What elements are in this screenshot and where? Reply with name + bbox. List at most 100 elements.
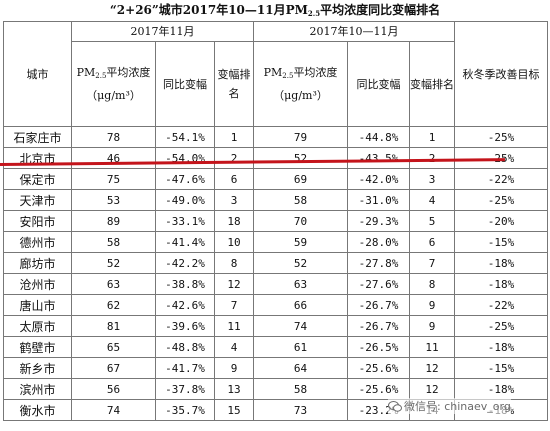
change-octnov-cell: -27.6% — [347, 273, 411, 295]
pm-octnov-cell: 79 — [253, 126, 349, 148]
city-cell: 保定市 — [3, 168, 72, 190]
change-nov-cell: -35.7% — [155, 399, 215, 421]
pm-octnov-cell: 74 — [253, 315, 349, 337]
rank-octnov-cell: 8 — [409, 273, 456, 295]
target-cell: -15% — [454, 231, 549, 253]
rank-octnov-cell: 7 — [409, 252, 456, 274]
pm-nov-cell: 56 — [71, 378, 156, 400]
pm-octnov-cell: 73 — [253, 399, 349, 421]
table-row: 鹤壁市 65 -48.8% 4 61 -26.5% 11 -18% — [3, 336, 549, 358]
rank-nov-cell: 6 — [213, 168, 255, 190]
target-cell: -20% — [454, 210, 549, 232]
watermark-text: 微信号: chinaev_org — [404, 400, 511, 413]
change-nov-cell: -39.6% — [155, 315, 215, 337]
change-nov-cell: -41.4% — [155, 231, 215, 253]
target-cell: -18% — [454, 336, 549, 358]
target-cell: -15% — [454, 357, 549, 379]
change-header-nov: 同比变幅 — [155, 41, 215, 127]
pm-nov-cell: 67 — [71, 357, 156, 379]
city-cell: 唐山市 — [3, 294, 72, 316]
pm-octnov-cell: 59 — [253, 231, 349, 253]
pm-header-rest: 平均浓度（μg/m³） — [86, 66, 151, 102]
table-row: 唐山市 62 -42.6% 7 66 -26.7% 9 -22% — [3, 294, 549, 316]
city-cell: 廊坊市 — [3, 252, 72, 274]
rank-octnov-cell: 4 — [409, 189, 456, 211]
rank-octnov-cell: 11 — [409, 336, 456, 358]
table-row: 保定市 75 -47.6% 6 69 -42.0% 3 -22% — [3, 168, 549, 190]
table-row: 安阳市 89 -33.1% 18 70 -29.3% 5 -20% — [3, 210, 549, 232]
rank-nov-cell: 2 — [213, 147, 255, 169]
pm-nov-cell: 74 — [71, 399, 156, 421]
table-row: 德州市 58 -41.4% 10 59 -28.0% 6 -15% — [3, 231, 549, 253]
title-prefix: “2+26”城市2017年10—11月PM — [109, 3, 308, 17]
change-header-octnov: 同比变幅 — [347, 41, 411, 127]
rank-nov-cell: 4 — [213, 336, 255, 358]
title-suffix: 平均浓度同比变幅排名 — [320, 3, 441, 17]
rank-nov-cell: 13 — [213, 378, 255, 400]
rank-nov-cell: 8 — [213, 252, 255, 274]
change-nov-cell: -42.2% — [155, 252, 215, 274]
group-header-row: 城市 2017年11月 2017年10—11月 秋冬季改善目标 — [3, 21, 549, 127]
pm-nov-cell: 78 — [71, 126, 156, 148]
target-cell: -25% — [454, 189, 549, 211]
pm-nov-cell: 81 — [71, 315, 156, 337]
change-nov-cell: -47.6% — [155, 168, 215, 190]
rank-octnov-cell: 1 — [409, 126, 456, 148]
pm-nov-cell: 52 — [71, 252, 156, 274]
pm-header-label: PM — [263, 66, 283, 79]
rank-nov-cell: 7 — [213, 294, 255, 316]
city-cell: 安阳市 — [3, 210, 72, 232]
pm-nov-cell: 46 — [71, 147, 156, 169]
change-nov-cell: -54.1% — [155, 126, 215, 148]
change-nov-cell: -37.8% — [155, 378, 215, 400]
table-row: 新乡市 67 -41.7% 9 64 -25.6% 12 -15% — [3, 357, 549, 379]
pm-nov-cell: 75 — [71, 168, 156, 190]
city-cell: 鹤壁市 — [3, 336, 72, 358]
pm-header-label: PM — [76, 66, 96, 79]
table-row: 天津市 53 -49.0% 3 58 -31.0% 4 -25% — [3, 189, 549, 211]
pm-header-nov: PM2.5平均浓度（μg/m³） — [71, 41, 156, 127]
target-cell: -25% — [454, 315, 549, 337]
rank-nov-cell: 15 — [213, 399, 255, 421]
pm-octnov-cell: 70 — [253, 210, 349, 232]
pm-header-rest: 平均浓度（μg/m³） — [273, 66, 338, 102]
pm-nov-cell: 65 — [71, 336, 156, 358]
rank-octnov-cell: 12 — [409, 378, 456, 400]
city-cell: 衡水市 — [3, 399, 72, 421]
pm-octnov-cell: 58 — [253, 378, 349, 400]
target-cell: -18% — [454, 378, 549, 400]
rank-nov-cell: 9 — [213, 357, 255, 379]
pm-octnov-cell: 66 — [253, 294, 349, 316]
city-header: 城市 — [3, 21, 72, 127]
pm-header-subscript: 2.5 — [95, 72, 107, 80]
pm-nov-cell: 89 — [71, 210, 156, 232]
change-octnov-cell: -31.0% — [347, 189, 411, 211]
pm-nov-cell: 62 — [71, 294, 156, 316]
rank-octnov-cell: 3 — [409, 168, 456, 190]
city-cell: 德州市 — [3, 231, 72, 253]
table-row: 石家庄市 78 -54.1% 1 79 -44.8% 1 -25% — [3, 126, 549, 148]
group-header-octnov: 2017年10—11月 — [253, 21, 456, 42]
city-cell: 石家庄市 — [3, 126, 72, 148]
change-nov-cell: -41.7% — [155, 357, 215, 379]
rank-nov-cell: 12 — [213, 273, 255, 295]
rank-nov-cell: 1 — [213, 126, 255, 148]
target-cell: -18% — [454, 252, 549, 274]
table-row: 沧州市 63 -38.8% 12 63 -27.6% 8 -18% — [3, 273, 549, 295]
change-octnov-cell: -26.7% — [347, 294, 411, 316]
city-cell: 沧州市 — [3, 273, 72, 295]
wechat-icon — [388, 401, 402, 412]
rank-nov-cell: 18 — [213, 210, 255, 232]
rank-octnov-cell: 9 — [409, 315, 456, 337]
change-octnov-cell: -26.7% — [347, 315, 411, 337]
change-octnov-cell: -42.0% — [347, 168, 411, 190]
pm-octnov-cell: 64 — [253, 357, 349, 379]
pm-octnov-cell: 52 — [253, 147, 349, 169]
city-cell: 新乡市 — [3, 357, 72, 379]
rank-nov-cell: 3 — [213, 189, 255, 211]
change-nov-cell: -33.1% — [155, 210, 215, 232]
rank-octnov-cell: 5 — [409, 210, 456, 232]
pm-header-octnov: PM2.5平均浓度（μg/m³） — [253, 41, 349, 127]
change-nov-cell: -49.0% — [155, 189, 215, 211]
target-cell: -22% — [454, 294, 549, 316]
